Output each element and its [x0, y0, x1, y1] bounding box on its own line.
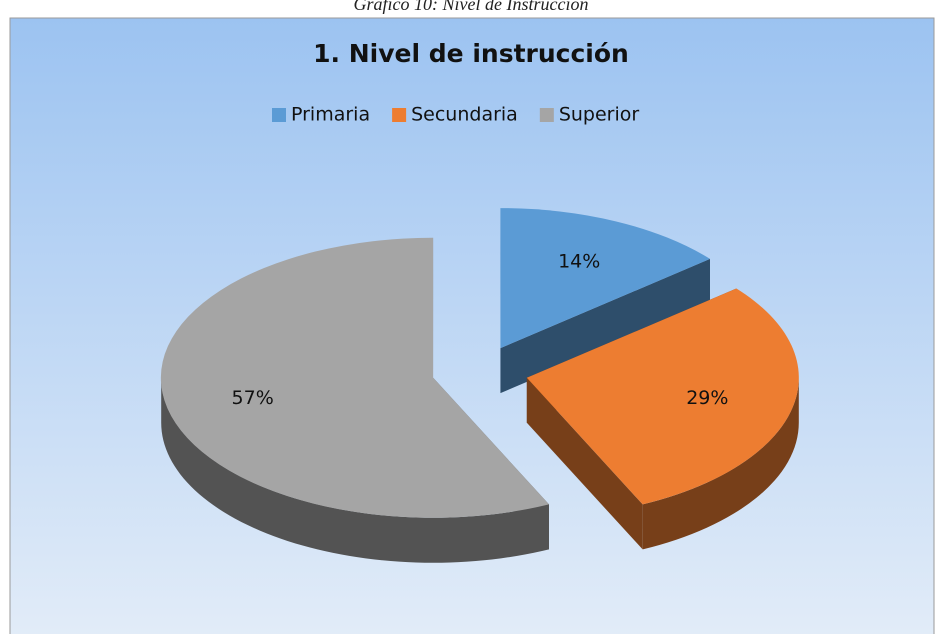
legend-swatch — [392, 108, 406, 122]
legend-swatch — [272, 108, 286, 122]
data-label: 29% — [686, 387, 728, 409]
data-label: 14% — [558, 250, 600, 272]
data-label: 57% — [232, 387, 274, 409]
chart-title: 1. Nivel de instrucción — [313, 39, 629, 68]
legend-swatch — [540, 108, 554, 122]
legend-label: Superior — [559, 104, 640, 126]
legend-label: Primaria — [291, 104, 370, 126]
legend: Primaria Secundaria Superior — [272, 104, 639, 126]
legend-label: Secundaria — [411, 104, 518, 126]
caption: Gráfico 10: Nivel de Instrucción — [354, 0, 589, 14]
